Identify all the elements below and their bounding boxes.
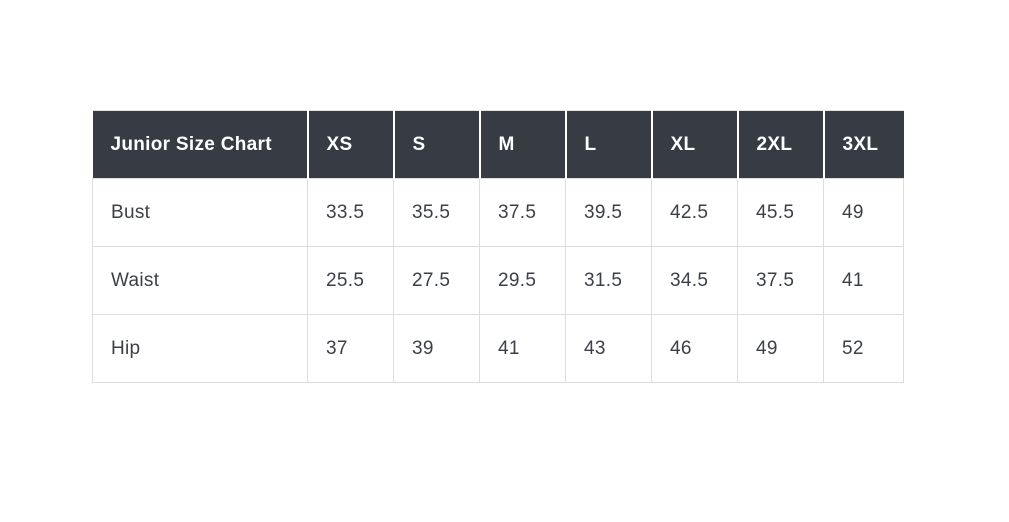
size-value-cell: 37 [307, 314, 394, 383]
header-row: Junior Size Chart XS S M L XL 2XL 3XL [92, 110, 904, 179]
size-value-cell: 37.5 [737, 246, 824, 315]
col-header-2xl: 2XL [736, 110, 824, 179]
size-value-cell: 33.5 [307, 178, 394, 247]
size-value-cell: 52 [823, 314, 904, 383]
col-header-l: L [564, 110, 652, 179]
size-value-cell: 49 [823, 178, 904, 247]
table-row-bust: Bust 33.5 35.5 37.5 39.5 42.5 45.5 49 [92, 178, 904, 247]
size-value-cell: 27.5 [393, 246, 480, 315]
size-value-cell: 46 [651, 314, 738, 383]
size-value-cell: 39.5 [565, 178, 652, 247]
size-value-cell: 37.5 [479, 178, 566, 247]
size-value-cell: 35.5 [393, 178, 480, 247]
row-label-hip: Hip [92, 314, 308, 383]
size-value-cell: 31.5 [565, 246, 652, 315]
size-value-cell: 41 [479, 314, 566, 383]
size-value-cell: 39 [393, 314, 480, 383]
junior-size-chart-table: Junior Size Chart XS S M L XL 2XL 3XL Bu… [92, 110, 904, 383]
size-value-cell: 41 [823, 246, 904, 315]
size-value-cell: 29.5 [479, 246, 566, 315]
size-value-cell: 43 [565, 314, 652, 383]
col-header-m: M [478, 110, 566, 179]
col-header-s: S [392, 110, 480, 179]
size-value-cell: 49 [737, 314, 824, 383]
col-header-xl: XL [650, 110, 738, 179]
size-value-cell: 34.5 [651, 246, 738, 315]
size-value-cell: 45.5 [737, 178, 824, 247]
table-row-waist: Waist 25.5 27.5 29.5 31.5 34.5 37.5 41 [92, 246, 904, 315]
col-header-3xl: 3XL [822, 110, 904, 179]
size-chart: Junior Size Chart XS S M L XL 2XL 3XL Bu… [92, 110, 904, 383]
row-label-bust: Bust [92, 178, 308, 247]
size-value-cell: 42.5 [651, 178, 738, 247]
col-header-xs: XS [306, 110, 394, 179]
row-label-waist: Waist [92, 246, 308, 315]
table-row-hip: Hip 37 39 41 43 46 49 52 [92, 314, 904, 383]
size-value-cell: 25.5 [307, 246, 394, 315]
table-title: Junior Size Chart [92, 110, 308, 179]
